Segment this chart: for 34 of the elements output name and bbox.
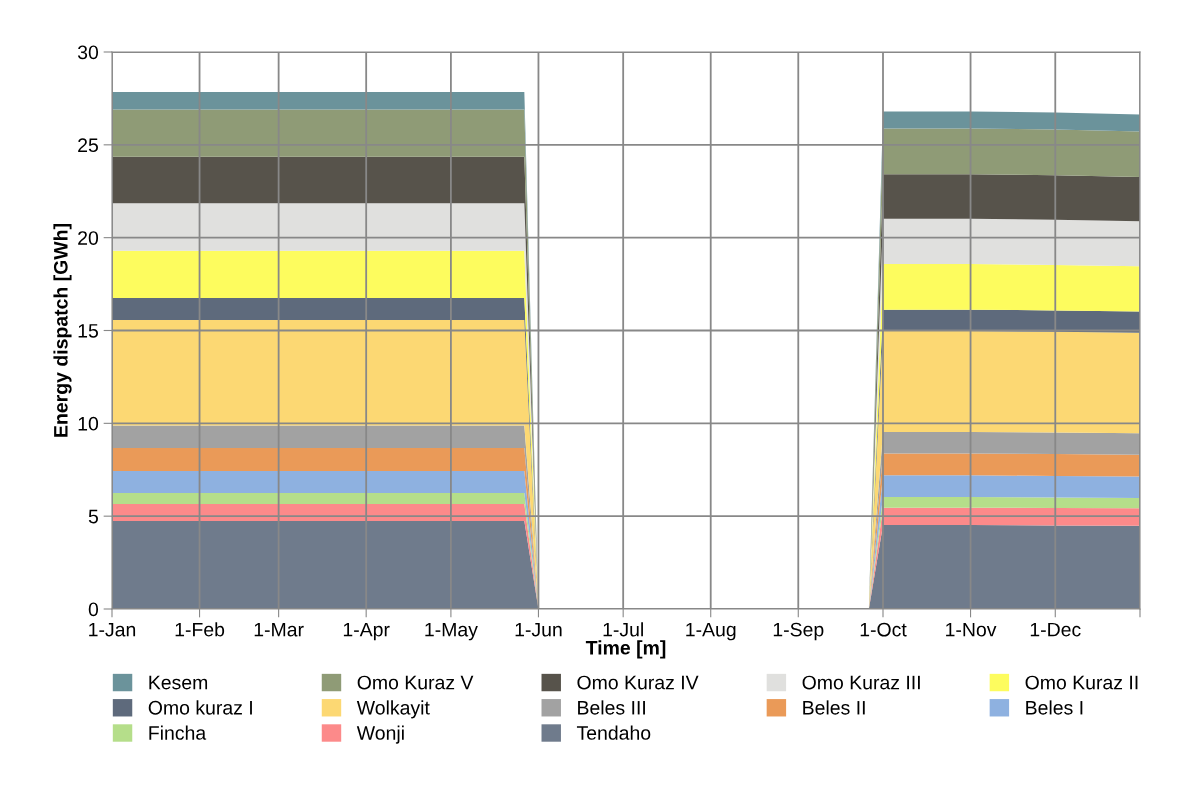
x-axis-title: Time [m] <box>585 640 666 659</box>
legend-label: Beles I <box>1026 700 1083 715</box>
legend-label: Omo kuraz I <box>148 700 252 715</box>
legend-label: Wonji <box>356 725 404 744</box>
x-tick-label: 1-Nov <box>946 622 997 637</box>
x-tick-label: 1-Dec <box>1030 622 1081 637</box>
x-tick-label: 1-Aug <box>686 622 736 641</box>
y-tick-label: 0 <box>88 602 99 617</box>
legend-label: Omo Kuraz V <box>357 675 474 690</box>
legend-label: Kesem <box>149 675 208 690</box>
y-tick-label: 30 <box>77 45 99 60</box>
y-tick-label: 10 <box>78 416 99 431</box>
legend-label: Tendaho <box>576 725 651 740</box>
x-tick-label: 1-Jul <box>603 622 643 637</box>
x-tick-label: 1-Jun <box>515 622 562 637</box>
x-tick-label: 1-Feb <box>175 622 225 637</box>
y-tick-label: 5 <box>88 509 98 524</box>
x-tick-label: 1-Mar <box>254 622 304 637</box>
x-tick-label: 1-Oct <box>860 622 907 637</box>
legend-label: Omo Kuraz IV <box>577 675 699 690</box>
legend-label: Fincha <box>149 725 207 740</box>
y-tick-label: 20 <box>78 231 99 245</box>
x-tick-label: 1-Jan <box>89 622 136 637</box>
y-axis-title: Energy dispatch [GWh] <box>53 224 72 437</box>
y-tick-label: 25 <box>78 138 98 153</box>
legend-label: Beles III <box>578 700 645 715</box>
x-tick-label: 1-May <box>425 622 478 641</box>
legend-label: Wolkayit <box>356 700 430 719</box>
x-tick-label: 1-Sep <box>773 622 824 641</box>
legend-label: Omo Kuraz II <box>1025 675 1138 690</box>
y-tick-label: 15 <box>78 324 98 338</box>
x-tick-label: 1-Apr <box>343 622 390 641</box>
legend-label: Beles II <box>803 700 865 715</box>
legend-label: Omo Kuraz III <box>802 675 920 690</box>
